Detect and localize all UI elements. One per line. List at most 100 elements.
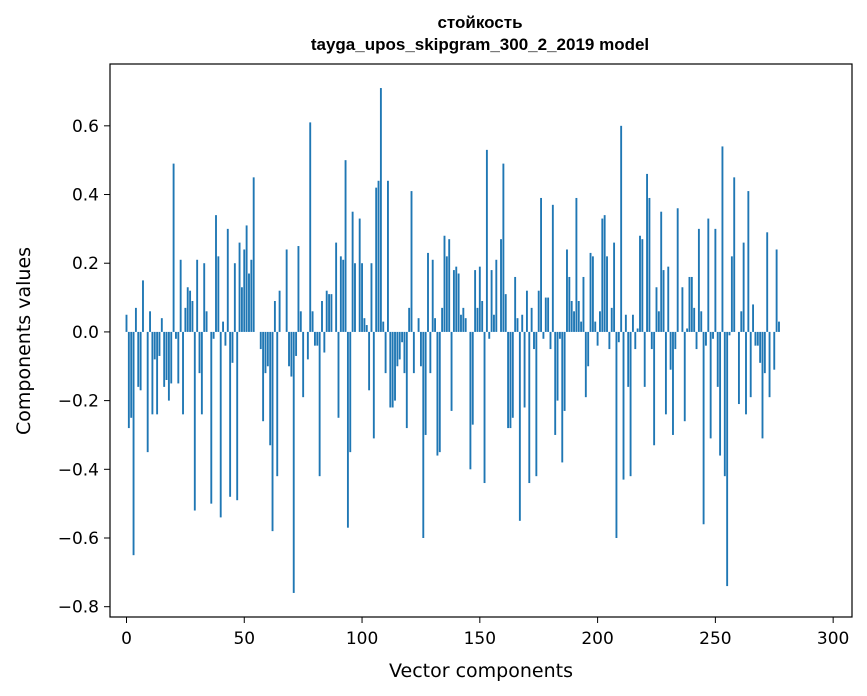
bar xyxy=(375,187,378,332)
bars-group xyxy=(125,88,780,593)
bar xyxy=(695,331,698,350)
bar xyxy=(398,331,401,360)
bar xyxy=(672,331,674,435)
bar xyxy=(436,331,439,456)
bar xyxy=(323,331,326,353)
plot-frame xyxy=(109,63,853,618)
bar xyxy=(502,163,505,332)
bar xyxy=(726,331,729,587)
bar xyxy=(693,307,696,332)
bar xyxy=(292,331,295,593)
bar xyxy=(379,88,382,332)
bar xyxy=(730,256,733,332)
bar xyxy=(182,331,184,415)
bar xyxy=(396,331,399,367)
bar xyxy=(676,208,679,332)
bar xyxy=(754,331,757,346)
bar xyxy=(716,331,719,387)
bar xyxy=(160,318,163,332)
bar xyxy=(313,331,316,346)
bar xyxy=(660,211,663,332)
bar xyxy=(146,331,149,453)
x-tick-label: 0 xyxy=(121,629,132,649)
bar xyxy=(210,331,213,504)
bar xyxy=(617,331,620,343)
bar xyxy=(483,331,486,484)
y-tick-label: 0.2 xyxy=(72,254,99,274)
bar xyxy=(377,180,380,332)
bar xyxy=(662,270,665,332)
bar xyxy=(191,301,194,332)
bar xyxy=(606,256,608,332)
bar xyxy=(299,311,302,332)
bar xyxy=(365,325,368,332)
bar xyxy=(198,331,201,374)
bar xyxy=(457,273,460,332)
bar xyxy=(547,297,550,332)
bar xyxy=(153,331,156,360)
bar xyxy=(215,215,217,332)
bar xyxy=(125,314,128,332)
bar xyxy=(455,266,458,332)
bar xyxy=(295,331,298,356)
bar xyxy=(528,331,531,484)
bar xyxy=(504,294,507,332)
bar xyxy=(269,331,272,446)
y-tick-label: 0.4 xyxy=(72,186,99,206)
bar xyxy=(441,307,444,332)
bar xyxy=(387,180,389,332)
y-axis-ticks: −0.8 −0.6 −0.4 −0.2 0.0 0.2 0.4 0.6 xyxy=(58,117,110,618)
bar xyxy=(297,246,300,332)
x-tick-label: 50 xyxy=(233,629,255,649)
bar xyxy=(530,307,533,332)
bar xyxy=(712,331,714,339)
bar xyxy=(149,311,151,332)
bar xyxy=(478,266,481,332)
bar xyxy=(493,314,495,332)
bar xyxy=(203,263,206,332)
bar xyxy=(238,242,241,332)
bar xyxy=(488,331,491,339)
bar xyxy=(394,331,396,401)
bar xyxy=(728,331,731,336)
bar xyxy=(511,331,514,418)
bar xyxy=(438,331,441,453)
bar xyxy=(702,331,705,525)
bar xyxy=(589,252,592,332)
bar xyxy=(686,328,689,332)
bar xyxy=(132,331,135,556)
bar xyxy=(130,331,133,418)
bar xyxy=(349,331,352,453)
bar xyxy=(745,331,747,415)
bar xyxy=(584,331,587,398)
bar xyxy=(495,259,498,332)
bar xyxy=(749,331,752,398)
bar xyxy=(137,331,140,387)
bar xyxy=(688,276,691,332)
bar xyxy=(134,307,137,332)
bar xyxy=(170,331,173,384)
y-tick-label: −0.2 xyxy=(58,392,99,412)
bar xyxy=(290,331,293,377)
bar xyxy=(245,225,248,332)
bar xyxy=(382,321,385,332)
x-tick-label: 300 xyxy=(817,629,849,649)
y-tick-label: −0.4 xyxy=(58,460,99,480)
bar xyxy=(278,290,281,332)
bar xyxy=(273,301,276,332)
bar xyxy=(335,242,338,332)
y-tick-label: −0.6 xyxy=(58,529,99,549)
bar xyxy=(700,311,703,332)
x-tick-label: 200 xyxy=(581,629,613,649)
bar xyxy=(615,331,618,538)
bar xyxy=(631,314,634,332)
bar xyxy=(629,331,632,477)
bar xyxy=(723,331,726,477)
bar xyxy=(248,273,250,332)
bar xyxy=(622,331,625,480)
bar xyxy=(533,331,535,350)
bar xyxy=(474,270,477,332)
bar xyxy=(127,331,130,429)
bar xyxy=(568,276,571,332)
bar xyxy=(318,331,321,477)
